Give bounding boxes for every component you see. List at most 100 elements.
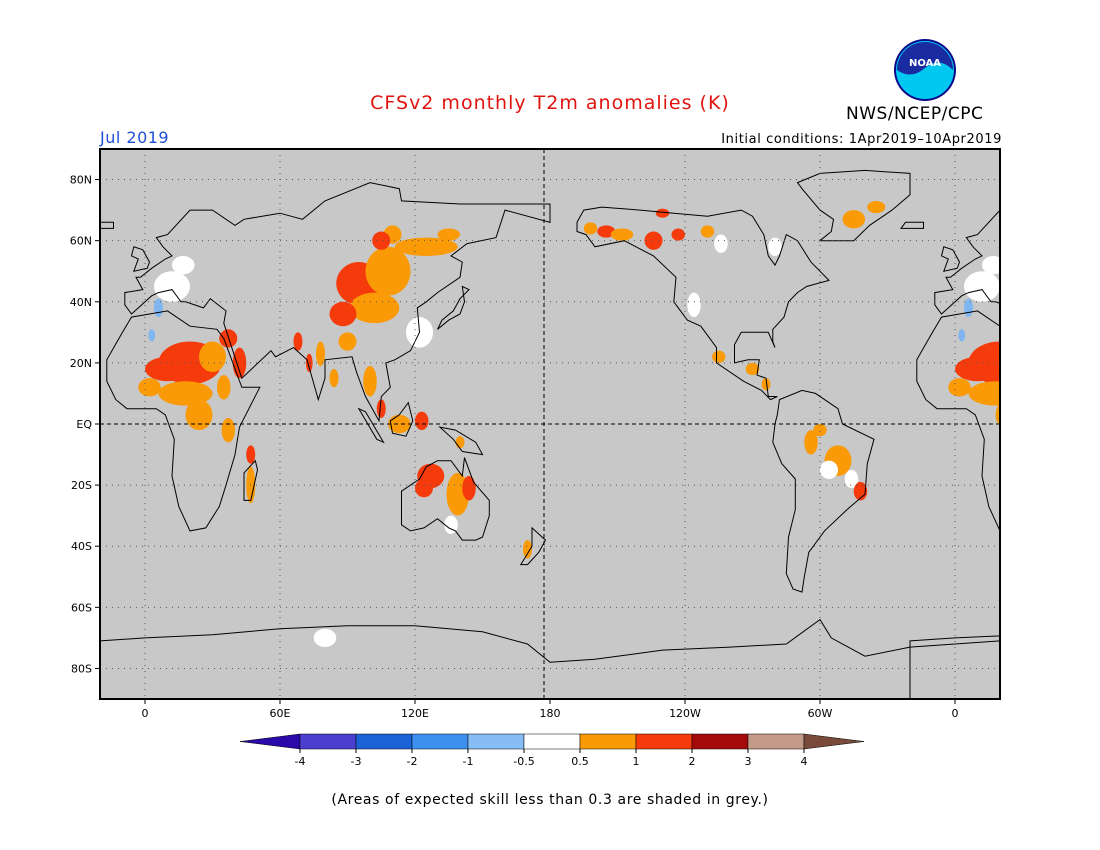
- anomaly-patch: [671, 228, 685, 241]
- landmass-iceland: [100, 222, 114, 229]
- lat-tick-label: 60S: [71, 601, 92, 614]
- anomaly-patch: [700, 225, 715, 238]
- anomaly-patch: [415, 479, 433, 498]
- anomaly-patch: [712, 350, 726, 363]
- anomaly-patch: [365, 246, 411, 296]
- anomaly-patch: [583, 222, 598, 235]
- colorbar-segment: [411, 733, 469, 750]
- coastline-madagascar: [1054, 461, 1068, 501]
- colorbar-label: 4: [801, 755, 808, 768]
- anomaly-patch: [221, 417, 235, 443]
- coastline-uk: [940, 246, 961, 272]
- colorbar-segment: [691, 733, 749, 750]
- colorbar-label: -1: [463, 755, 474, 768]
- anomaly-patch: [145, 356, 190, 382]
- anomaly-patch: [1029, 329, 1047, 347]
- anomaly-patch: [844, 469, 859, 489]
- anomaly-patch: [462, 475, 476, 501]
- anomaly-patch: [958, 329, 966, 342]
- coastline-southam: [772, 389, 875, 593]
- colorbar-label: -3: [351, 755, 362, 768]
- anomaly-patch: [687, 292, 701, 318]
- anomaly-patch: [964, 271, 1000, 302]
- anomaly-patch: [804, 430, 818, 455]
- anomaly-patch: [313, 628, 337, 648]
- anomaly-patch: [714, 234, 728, 253]
- lon-tick-label: 120W: [669, 707, 701, 720]
- coastline-uk: [130, 246, 151, 272]
- coastline-greenland: [796, 169, 911, 242]
- colorbar-segment: [523, 733, 581, 750]
- anomaly-patch: [982, 255, 1000, 275]
- lat-tick-label: 80N: [70, 174, 92, 187]
- lat-tick-label: 20N: [70, 357, 92, 370]
- coastline-japan: [437, 285, 470, 330]
- anomaly-patch: [995, 403, 1000, 427]
- anomaly-patch: [305, 353, 313, 373]
- colorbar-label: 2: [689, 755, 696, 768]
- landmass-greenland: [797, 170, 910, 241]
- coastline-iceland: [900, 221, 924, 229]
- landmass-southam: [772, 390, 874, 593]
- anomaly-patch: [768, 237, 782, 256]
- anomaly-patch: [455, 436, 465, 449]
- lon-tick-label: 60E: [270, 707, 291, 720]
- anomaly-patch: [363, 365, 377, 397]
- anomaly-patch: [217, 375, 231, 400]
- skill-note: (Areas of expected skill less than 0.3 a…: [331, 792, 769, 808]
- logo-text: NOAA: [909, 58, 941, 69]
- landmass-antarctica: [910, 635, 1000, 699]
- colorbar-label: -2: [407, 755, 418, 768]
- anomaly-patch: [813, 424, 827, 437]
- anomaly-patch: [1056, 445, 1065, 463]
- coastline-iceland: [100, 221, 114, 229]
- colorbar-segment: [579, 733, 637, 750]
- colorbar-segment: [299, 733, 357, 750]
- anomaly-patch: [376, 399, 386, 418]
- coastline-africa: [916, 310, 1000, 532]
- lon-tick-label: 60W: [808, 707, 833, 720]
- coastline-africa: [106, 310, 261, 532]
- anomaly-patch: [329, 369, 339, 388]
- anomaly-patch: [154, 271, 190, 302]
- colorbar-arrow-low: [239, 733, 301, 750]
- lon-axis: 0 60E 120E 180 120W 60W 0: [142, 699, 959, 720]
- lat-tick-label: 60N: [70, 235, 92, 248]
- anomaly-patch: [761, 378, 771, 391]
- anomaly-layer: [138, 200, 1065, 648]
- anomaly-patch: [437, 228, 460, 241]
- anomaly-patch: [842, 210, 865, 229]
- lat-tick-label: 80S: [71, 662, 92, 675]
- landmass-iceland: [901, 222, 924, 229]
- anomaly-patch: [644, 231, 663, 250]
- anomaly-patch: [610, 228, 634, 241]
- lon-tick-label: 0: [142, 707, 149, 720]
- landmass-uk: [131, 246, 150, 272]
- organization-label: NWS/NCEP/CPC: [846, 104, 984, 124]
- anomaly-patch: [246, 445, 256, 464]
- anomaly-patch: [655, 208, 670, 218]
- colorbar-label: 0.5: [571, 755, 589, 768]
- colorbar-label: 3: [745, 755, 752, 768]
- colorbar-label: -0.5: [513, 755, 534, 768]
- colorbar-segment: [635, 733, 693, 750]
- landmass-japan: [437, 286, 469, 330]
- coastline-madagascar: [243, 459, 259, 501]
- lat-tick-label: 40S: [71, 540, 92, 553]
- landmass-madagascar: [1054, 461, 1068, 501]
- anomaly-patch: [185, 399, 213, 431]
- anomaly-patch: [372, 231, 391, 250]
- anomaly-patch: [1027, 375, 1041, 399]
- landmass-uk: [941, 246, 960, 272]
- anomaly-patch: [388, 414, 411, 434]
- coastline-australia: [401, 457, 490, 541]
- anomaly-patch: [394, 237, 458, 256]
- anomaly-patch: [955, 356, 1000, 382]
- lat-tick-label: 20S: [71, 479, 92, 492]
- anomaly-patch: [523, 540, 532, 559]
- colorbar-arrow-high: [803, 733, 865, 750]
- anomaly-patch: [316, 341, 325, 366]
- anomaly-patch: [199, 341, 226, 373]
- period-label: Jul 2019: [100, 128, 170, 147]
